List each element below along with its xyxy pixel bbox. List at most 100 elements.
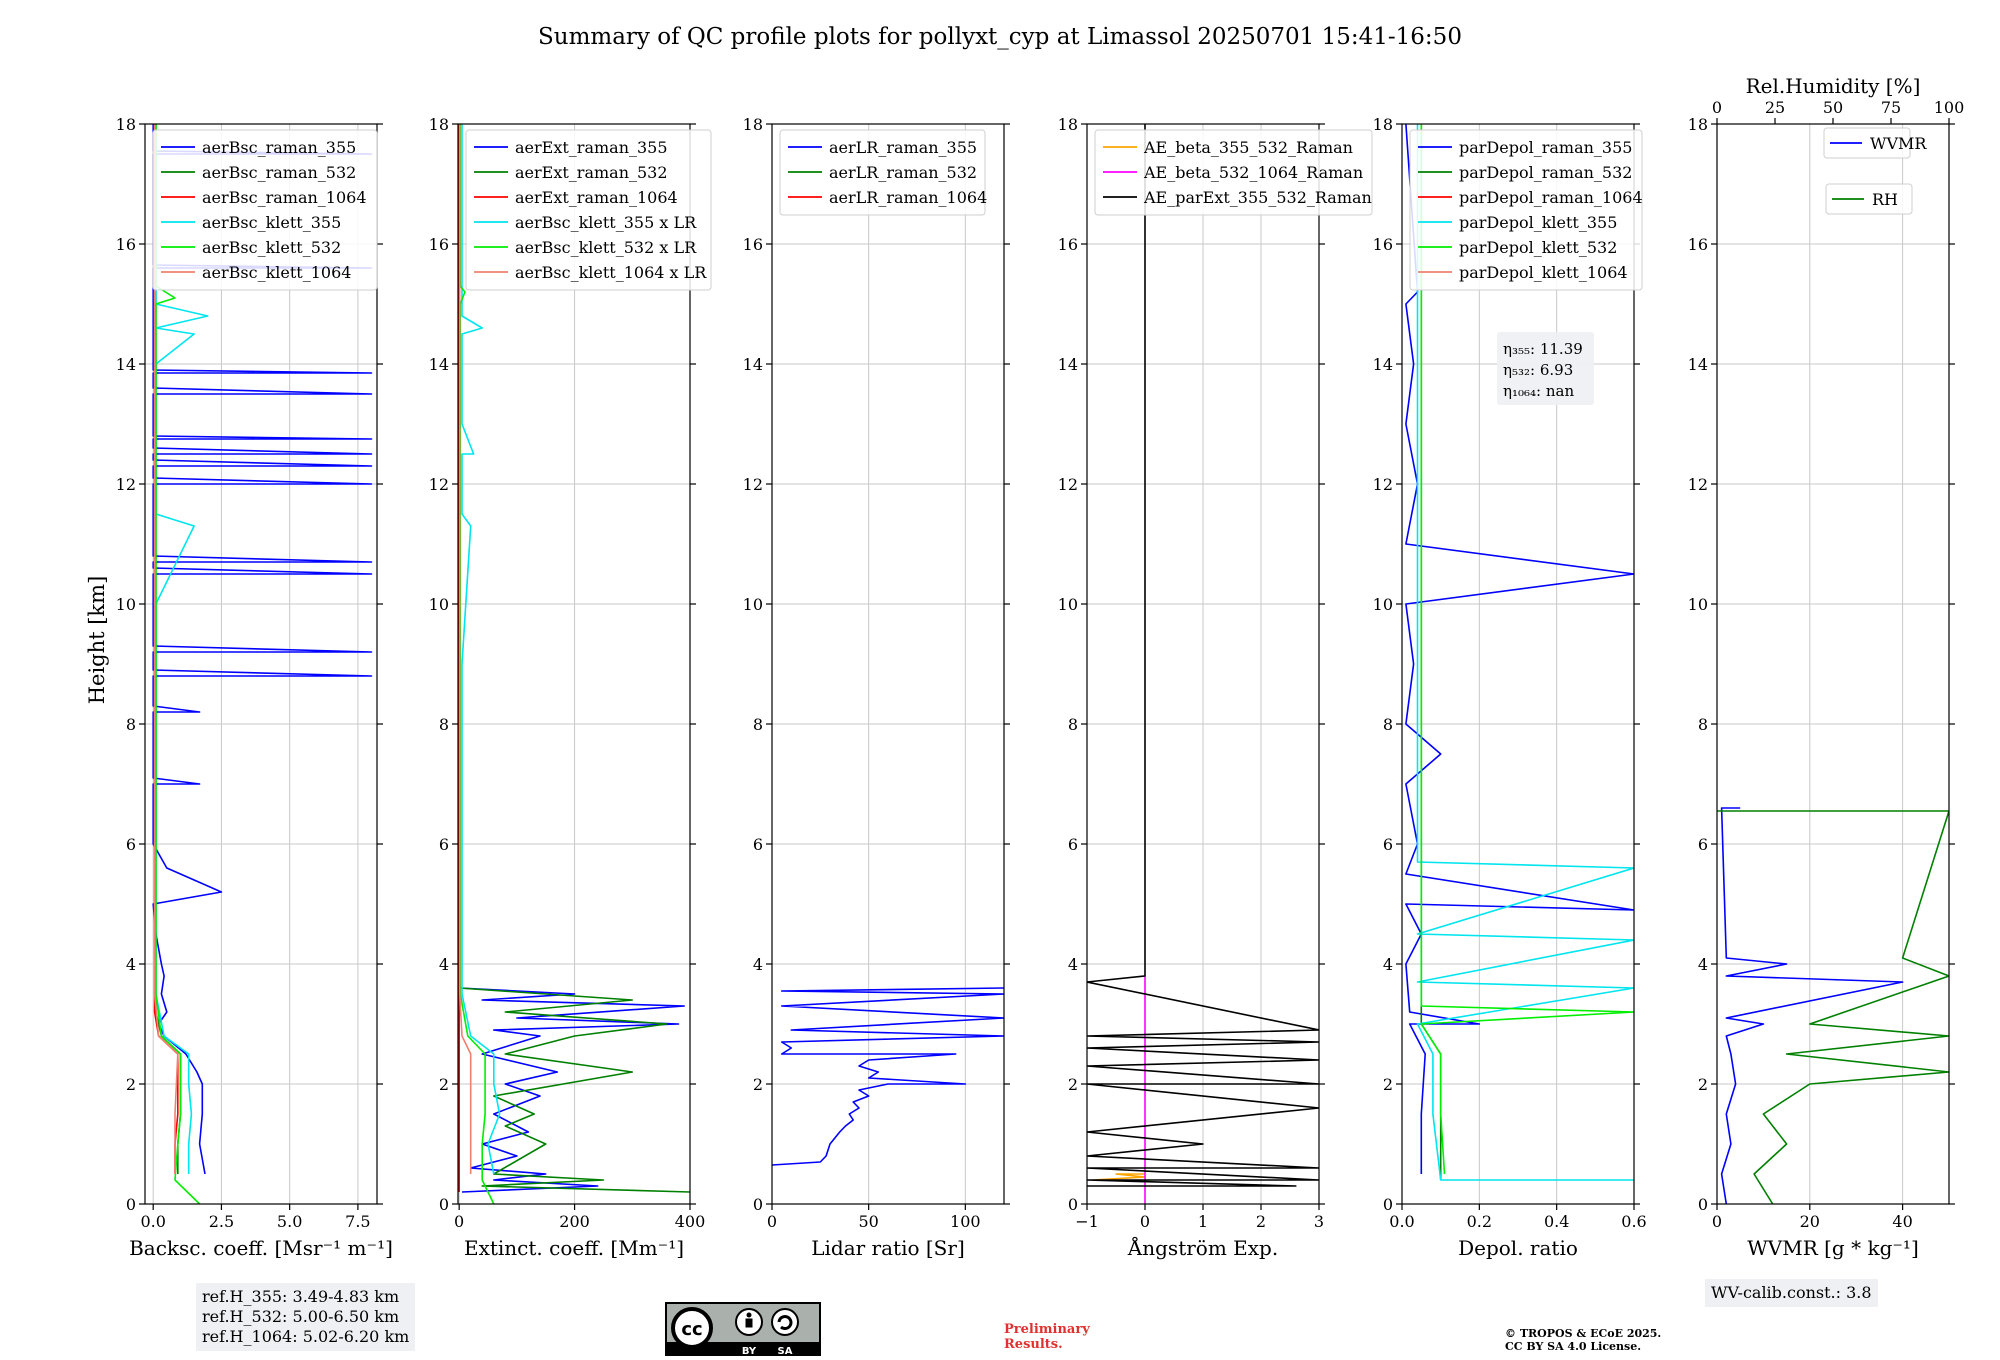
ytick-label: 8 <box>126 715 136 734</box>
series-line-AE_beta_355_532_Raman <box>1092 1173 1146 1181</box>
ytick-label: 0 <box>1698 1195 1708 1214</box>
ytick-label: 6 <box>1698 835 1708 854</box>
axes-frame <box>1716 123 1950 1205</box>
badge-sa-label: SA <box>778 1346 793 1356</box>
series-line-aerBsc_klett_1064 <box>153 124 179 1174</box>
share-alike-icon <box>771 1308 799 1336</box>
series-line-aerBsc_klett_355 <box>155 124 209 1174</box>
ytick-label: 6 <box>753 835 763 854</box>
ytick-label: 2 <box>439 1075 449 1094</box>
ytick-label: 12 <box>1688 475 1708 494</box>
series-line-parDepol_raman_355 <box>1405 124 1634 1174</box>
legend-entry: aerExt_raman_355 <box>515 138 668 157</box>
series-group <box>772 987 1004 1166</box>
ytick-label: 16 <box>1058 235 1078 254</box>
ytick-label: 14 <box>116 355 136 374</box>
ytick-label: 0 <box>753 1195 763 1214</box>
ytick-label: 12 <box>743 475 763 494</box>
legend-entry: aerBsc_klett_532 x LR <box>515 238 697 257</box>
ytick-label: 8 <box>439 715 449 734</box>
series-line-AE_parExt_355_532_Raman <box>1087 124 1319 1187</box>
ytick-label: 14 <box>1688 355 1708 374</box>
legend: WVMR RH <box>1823 127 1927 215</box>
xtick-label: −1 <box>1075 1212 1099 1231</box>
cc-by-sa-license-badge: cc BY SA <box>665 1302 821 1356</box>
x-axis-label: Ångström Exp. <box>1127 1235 1278 1260</box>
xtick-label: 0.2 <box>1467 1212 1492 1231</box>
legend-entry: aerExt_raman_1064 <box>515 188 678 207</box>
ytick-label: 2 <box>126 1075 136 1094</box>
ytick-label: 4 <box>1068 955 1078 974</box>
xtick-label: 0 <box>1140 1212 1150 1231</box>
series-line-aerBsc_raman_355 <box>152 124 373 1175</box>
ytick-label: 18 <box>743 115 763 134</box>
panel-ext: 0 2 4 6 8 10 12 14 16 18 0 200 400 Extinct. coeff. [M… <box>429 115 712 1260</box>
ytick-label: 18 <box>1058 115 1078 134</box>
legend-entry: aerLR_raman_1064 <box>829 188 987 207</box>
legend-entry: parDepol_raman_1064 <box>1459 188 1643 207</box>
eta-annotation-line: η₅₃₂: 6.93 <box>1503 361 1573 379</box>
cc-logo-text: cc <box>681 1319 702 1340</box>
eta-annotation: η₃₅₅: 11.39 η₅₃₂: 6.93 η₁₀₆₄: nan <box>1497 332 1594 405</box>
top-xtick-label: 50 <box>1823 98 1843 117</box>
legend: parDepol_raman_355 parDepol_raman_532 parD… <box>1409 129 1643 291</box>
series-line-parDepol_klett_532 <box>1420 124 1634 1175</box>
ytick-label: 10 <box>116 595 136 614</box>
legend-entry: aerBsc_klett_1064 <box>202 263 351 282</box>
axes-frame <box>771 123 1005 1205</box>
ytick-label: 8 <box>753 715 763 734</box>
ytick-label: 6 <box>1068 835 1078 854</box>
series-line-aerExt_raman_355 <box>459 987 685 1193</box>
top-xtick-label: 25 <box>1765 98 1785 117</box>
share-alike-arrow <box>777 1315 793 1330</box>
xtick-label: 40 <box>1892 1212 1912 1231</box>
series-group <box>1087 124 1319 1204</box>
ytick-label: 0 <box>439 1195 449 1214</box>
series-line-RH <box>1717 810 1949 1204</box>
legend-entry: aerLR_raman_355 <box>829 138 977 157</box>
ytick-label: 4 <box>753 955 763 974</box>
ytick-label: 0 <box>126 1195 136 1214</box>
ytick-label: 16 <box>116 235 136 254</box>
ytick-label: 4 <box>126 955 136 974</box>
series-line-aerBsc_klett_1064 x LR <box>458 124 472 1174</box>
xtick-label: 0.0 <box>1389 1212 1414 1231</box>
xtick-label: 0 <box>454 1212 464 1231</box>
badge-by-label: BY <box>742 1346 757 1356</box>
ytick-label: 16 <box>429 235 449 254</box>
ytick-label: 8 <box>1698 715 1708 734</box>
ytick-label: 16 <box>743 235 763 254</box>
ytick-label: 14 <box>429 355 449 374</box>
ytick-label: 18 <box>429 115 449 134</box>
xtick-label: 1 <box>1198 1212 1208 1231</box>
legend-entry: AE_parExt_355_532_Raman <box>1143 188 1372 207</box>
ytick-label: 14 <box>1058 355 1078 374</box>
x-axis-label: WVMR [g * kg⁻¹] <box>1747 1236 1919 1260</box>
legend-entry: AE_beta_355_532_Raman <box>1143 138 1353 157</box>
xtick-label: 0.6 <box>1621 1212 1646 1231</box>
xtick-label: 200 <box>559 1212 590 1231</box>
legend-box <box>465 129 712 291</box>
series-line-WVMR <box>1720 807 1904 1204</box>
x-axis-label: Depol. ratio <box>1458 1236 1578 1260</box>
attribution-person-head <box>746 1312 752 1318</box>
series-group <box>152 124 373 1204</box>
xtick-label: 2 <box>1256 1212 1266 1231</box>
legend-box <box>1409 129 1643 291</box>
xtick-label: 100 <box>950 1212 981 1231</box>
ytick-label: 2 <box>1383 1075 1393 1094</box>
ytick-label: 18 <box>1373 115 1393 134</box>
panel-bsc: 0 2 4 6 8 10 12 14 16 18 0.0 2.5 5.0 7.5 Backsc. coeff… <box>116 115 393 1260</box>
xtick-label: 5.0 <box>277 1212 302 1231</box>
ytick-label: 10 <box>743 595 763 614</box>
ytick-label: 0 <box>1383 1195 1393 1214</box>
top-xtick-label: 0 <box>1712 98 1722 117</box>
ytick-label: 10 <box>429 595 449 614</box>
xtick-label: 0 <box>767 1212 777 1231</box>
axes-frame <box>144 123 378 1205</box>
eta-annotation-line: η₁₀₆₄: nan <box>1503 382 1574 400</box>
xtick-label: 20 <box>1800 1212 1820 1231</box>
xtick-label: 0.0 <box>140 1212 165 1231</box>
ytick-label: 14 <box>743 355 763 374</box>
ytick-label: 10 <box>1058 595 1078 614</box>
